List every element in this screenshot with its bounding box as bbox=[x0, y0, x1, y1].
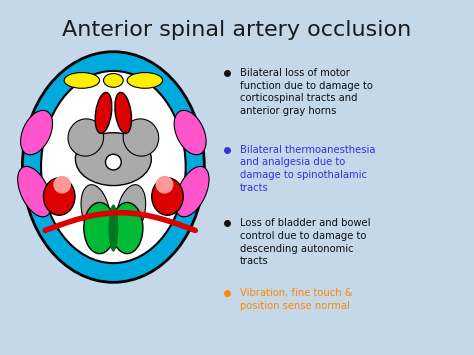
Text: Bilateral thermoanesthesia
and analgesia due to
damage to spinothalamic
tracts: Bilateral thermoanesthesia and analgesia… bbox=[239, 144, 375, 193]
Text: Vibration, fine touch &
position sense normal: Vibration, fine touch & position sense n… bbox=[239, 288, 352, 311]
Ellipse shape bbox=[18, 166, 52, 217]
Ellipse shape bbox=[44, 178, 75, 215]
Ellipse shape bbox=[115, 92, 131, 133]
Text: Loss of bladder and bowel
control due to damage to
descending autonomic
tracts: Loss of bladder and bowel control due to… bbox=[239, 218, 370, 266]
Ellipse shape bbox=[111, 202, 143, 253]
Ellipse shape bbox=[75, 133, 151, 186]
Ellipse shape bbox=[22, 52, 204, 282]
Circle shape bbox=[106, 154, 121, 170]
Ellipse shape bbox=[41, 71, 186, 263]
Text: Anterior spinal artery occlusion: Anterior spinal artery occlusion bbox=[63, 20, 411, 40]
Ellipse shape bbox=[117, 185, 146, 238]
Ellipse shape bbox=[103, 73, 123, 87]
Ellipse shape bbox=[175, 166, 209, 217]
Ellipse shape bbox=[155, 176, 173, 193]
Ellipse shape bbox=[152, 178, 183, 215]
Ellipse shape bbox=[64, 72, 100, 88]
Ellipse shape bbox=[109, 204, 118, 252]
Ellipse shape bbox=[95, 92, 112, 133]
Ellipse shape bbox=[81, 185, 110, 238]
Text: Bilateral loss of motor
function due to damage to
corticospinal tracts and
anter: Bilateral loss of motor function due to … bbox=[239, 68, 373, 116]
Ellipse shape bbox=[20, 110, 53, 155]
Ellipse shape bbox=[174, 110, 206, 155]
Ellipse shape bbox=[127, 72, 163, 88]
Ellipse shape bbox=[68, 119, 104, 156]
Ellipse shape bbox=[84, 202, 115, 253]
Ellipse shape bbox=[123, 119, 159, 156]
Ellipse shape bbox=[53, 176, 71, 193]
